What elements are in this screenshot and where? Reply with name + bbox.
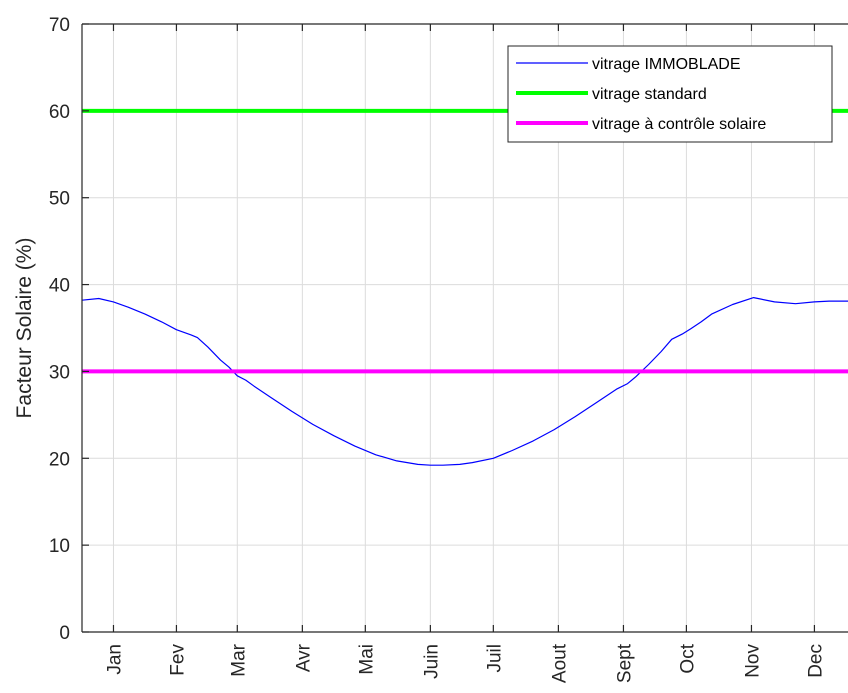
x-tick-label: Mai <box>356 644 377 675</box>
x-tick-label: Oct <box>677 643 698 673</box>
x-tick-label: Mar <box>228 643 249 676</box>
x-tick-label: Aout <box>549 643 570 683</box>
x-tick-label: Juil <box>484 644 505 673</box>
x-tick-label: Dec <box>805 644 826 678</box>
x-tick-label: Jan <box>104 644 125 675</box>
x-tick-label: Juin <box>421 644 442 679</box>
plot-series <box>81 108 848 466</box>
y-tick-label: 40 <box>49 276 70 297</box>
y-tick-label: 30 <box>49 362 70 383</box>
axes: 0 10 20 30 40 50 60 70 Jan Fev Mar Avr Mai Juin Juil Ao… <box>49 15 848 683</box>
legend-label-2: vitrage à contrôle solaire <box>592 116 766 133</box>
x-tick-label: Nov <box>742 644 763 678</box>
legend: vitrage IMMOBLADE vitrage standard vitrage… <box>507 45 833 143</box>
y-tick-label: 60 <box>49 102 70 123</box>
series-line-0 <box>81 297 848 466</box>
y-axis-title: Facteur Solaire (%) <box>13 238 36 419</box>
y-tick-label: 50 <box>49 189 70 210</box>
y-tick-label: 0 <box>59 623 70 644</box>
y-tick-label: 20 <box>49 449 70 470</box>
x-tick-label: Avr <box>293 643 314 672</box>
x-tick-label: Sept <box>614 643 635 683</box>
x-tick-label: Fev <box>167 644 188 676</box>
y-tick-label: 10 <box>49 536 70 557</box>
legend-label-0: vitrage IMMOBLADE <box>592 56 740 73</box>
legend-label-1: vitrage standard <box>592 86 707 103</box>
y-tick-label: 70 <box>49 15 70 36</box>
